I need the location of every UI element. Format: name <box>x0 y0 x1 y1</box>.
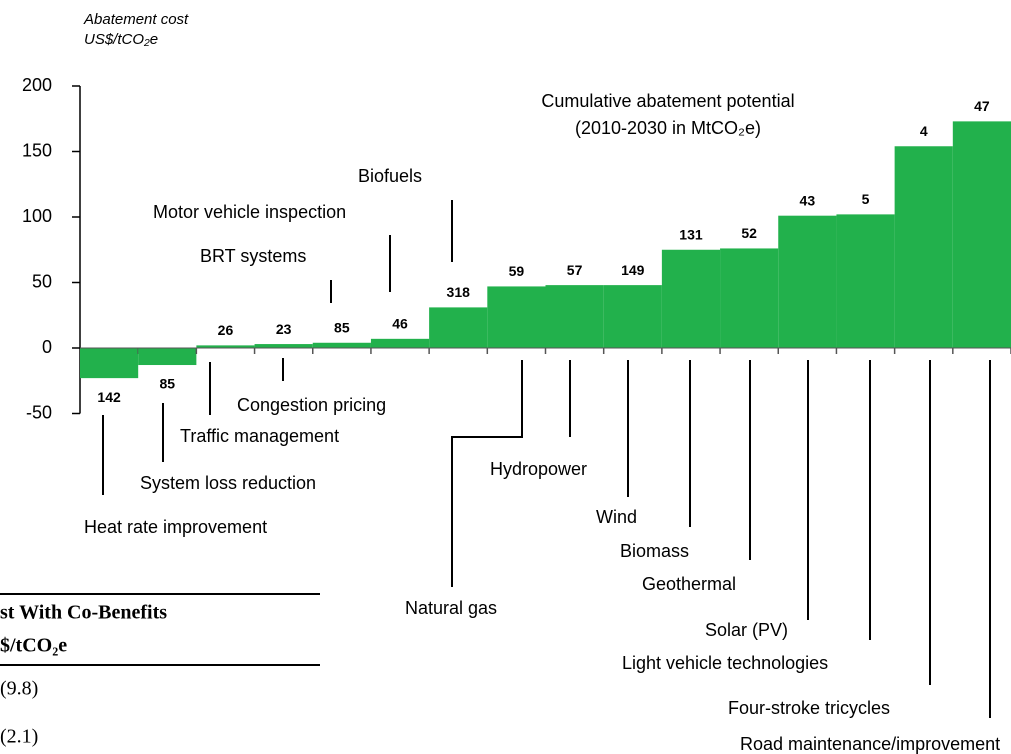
potential-label: 23 <box>276 321 292 337</box>
category-label: Congestion pricing <box>237 395 386 415</box>
category-label: Light vehicle technologies <box>622 653 828 673</box>
y-tick-label: 50 <box>32 271 52 291</box>
category-label: Biofuels <box>358 166 422 186</box>
potential-label: 131 <box>679 226 703 242</box>
bar <box>429 307 488 348</box>
category-label: Motor vehicle inspection <box>153 202 346 222</box>
bar <box>603 285 662 348</box>
bar <box>80 348 139 379</box>
potential-label: 52 <box>741 225 757 241</box>
bar <box>661 249 721 348</box>
potential-label: 318 <box>447 284 471 300</box>
bar <box>487 286 546 348</box>
bar <box>720 248 779 348</box>
category-label: Hydropower <box>490 459 587 479</box>
y-tick-label: 0 <box>42 337 52 357</box>
potential-label: 149 <box>621 262 645 278</box>
bar <box>312 342 371 348</box>
potential-label: 47 <box>974 98 990 114</box>
y-tick-label: 100 <box>22 206 52 226</box>
annotation: Cumulative abatement potential <box>541 91 794 111</box>
potential-label: 26 <box>218 322 234 338</box>
potential-label: 46 <box>392 316 408 332</box>
table-cell: (2.1) <box>0 726 38 748</box>
y-axis-label: Abatement cost <box>83 11 189 28</box>
category-label: Geothermal <box>642 574 736 594</box>
table-header: st With Co-Benefits <box>0 602 167 624</box>
potential-label: 59 <box>509 263 525 279</box>
bar <box>545 285 604 348</box>
bar <box>778 215 837 348</box>
category-label: System loss reduction <box>140 473 316 493</box>
category-label: BRT systems <box>200 246 306 266</box>
category-label: Solar (PV) <box>705 620 788 640</box>
bar <box>196 345 255 348</box>
category-label: Road maintenance/improvement <box>740 734 1000 754</box>
bar <box>254 344 313 348</box>
bar <box>138 348 197 366</box>
category-label: Four-stroke tricycles <box>728 698 890 718</box>
potential-label: 4 <box>920 123 928 139</box>
potential-label: 43 <box>800 192 816 208</box>
y-axis-label: US$/tCO₂e <box>84 31 158 48</box>
category-label: Heat rate improvement <box>84 517 267 537</box>
category-label: Traffic management <box>180 426 339 446</box>
table-cell: (9.8) <box>0 678 38 700</box>
bar <box>370 338 430 348</box>
potential-label: 5 <box>862 191 870 207</box>
category-label: Natural gas <box>405 598 497 618</box>
y-tick-label: -50 <box>26 402 52 422</box>
y-tick-label: 200 <box>22 75 52 95</box>
category-label: Wind <box>596 507 637 527</box>
potential-label: 57 <box>567 262 583 278</box>
potential-label: 85 <box>159 376 175 392</box>
potential-label: 142 <box>97 389 121 405</box>
annotation: (2010-2030 in MtCO₂e) <box>575 118 761 138</box>
bar <box>836 214 895 348</box>
potential-label: 85 <box>334 319 350 335</box>
bar <box>894 146 953 348</box>
category-label: Biomass <box>620 541 689 561</box>
leader-line <box>451 360 523 587</box>
y-tick-label: 150 <box>22 140 52 160</box>
bar <box>952 121 1011 349</box>
table-header: $/tCO₂e <box>0 635 67 657</box>
